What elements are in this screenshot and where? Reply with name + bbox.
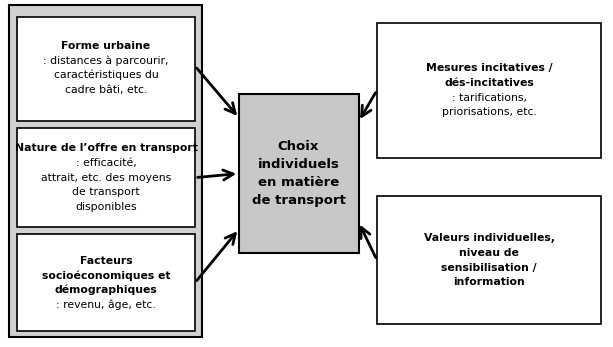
Text: Facteurs: Facteurs (80, 256, 132, 266)
Text: : tarifications,: : tarifications, (452, 93, 527, 102)
Text: socioéconomiques et: socioéconomiques et (42, 270, 170, 281)
Text: dés-incitatives: dés-incitatives (444, 78, 534, 88)
Text: démographiques: démographiques (55, 285, 158, 295)
Text: disponibles: disponibles (75, 202, 137, 212)
Bar (17, 17, 195, 121)
Bar (377, 196, 601, 324)
Text: caractéristiques du: caractéristiques du (54, 70, 158, 80)
Text: sensibilisation /: sensibilisation / (441, 263, 537, 272)
Bar (377, 23, 601, 158)
Text: cadre bâti, etc.: cadre bâti, etc. (65, 85, 147, 95)
Text: individuels: individuels (257, 158, 340, 171)
Text: : distances à parcourir,: : distances à parcourir, (44, 55, 169, 66)
Text: Forme urbaine: Forme urbaine (61, 41, 151, 51)
Bar (9, 5, 202, 337)
Text: Mesures incitatives /: Mesures incitatives / (426, 63, 552, 73)
Text: Choix: Choix (278, 140, 319, 153)
Text: : revenu, âge, etc.: : revenu, âge, etc. (56, 299, 156, 310)
Text: attrait, etc. des moyens: attrait, etc. des moyens (41, 173, 171, 183)
Text: de transport: de transport (251, 194, 346, 207)
Text: information: information (453, 277, 525, 287)
Bar (239, 94, 359, 253)
Text: Valeurs individuelles,: Valeurs individuelles, (424, 233, 555, 243)
Bar (17, 234, 195, 331)
Text: Nature de l’offre en transport: Nature de l’offre en transport (15, 143, 197, 153)
Text: priorisations, etc.: priorisations, etc. (442, 107, 536, 117)
Text: de transport: de transport (72, 187, 140, 197)
Text: niveau de: niveau de (459, 248, 519, 258)
Bar (17, 128, 195, 227)
Text: en matière: en matière (258, 176, 339, 189)
Text: : efficacité,: : efficacité, (75, 158, 137, 168)
